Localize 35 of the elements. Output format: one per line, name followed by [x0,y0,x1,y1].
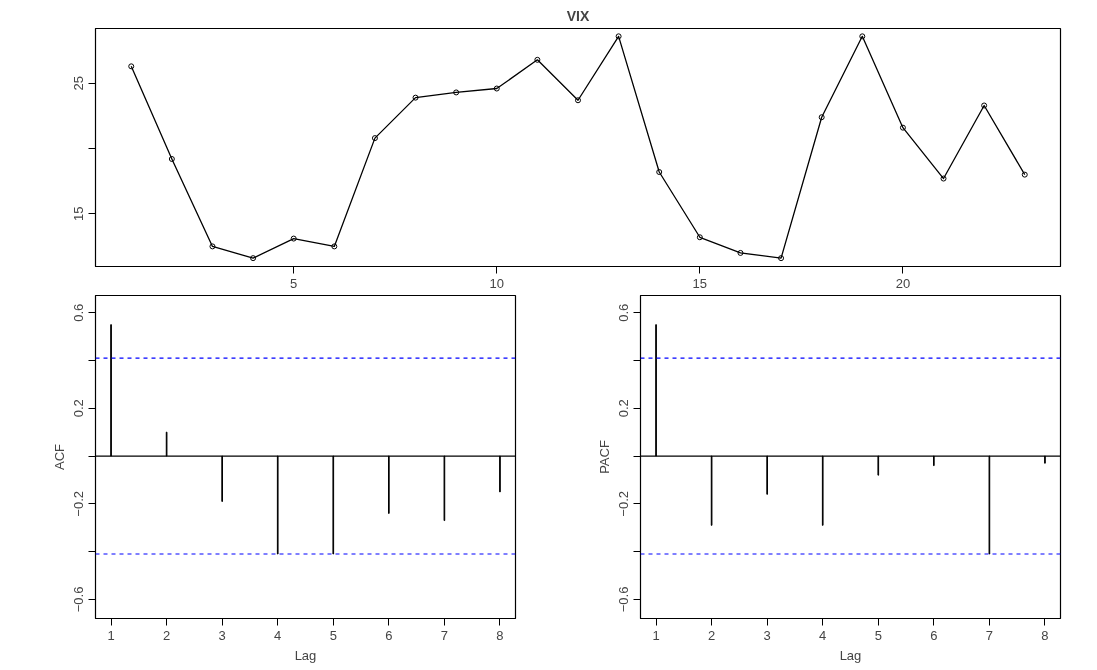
x-tick-label: 8 [496,627,504,643]
x-tick-label: 2 [163,627,171,643]
y-tick-label: 0.2 [71,399,87,418]
y-tick-label: 25 [71,76,87,91]
y-tick-label: −0.2 [616,490,632,517]
x-tick-label: 15 [692,275,708,291]
y-axis-title: ACF [51,443,67,470]
x-tick-label: 7 [985,627,994,643]
y-axis-title: PACF [596,440,612,474]
x-tick-label: 5 [329,627,337,643]
x-tick-label: 3 [763,627,771,643]
x-tick-label: 7 [440,627,449,643]
y-tick-label: 0.6 [616,303,632,322]
x-tick-label: 20 [895,275,911,291]
x-tick-label: 1 [107,627,115,643]
y-tick-label: 0.2 [616,399,632,418]
x-axis-title: Lag [294,647,317,663]
x-tick-label: 6 [930,627,938,643]
x-tick-label: 1 [652,627,660,643]
x-tick-label: 8 [1041,627,1049,643]
x-tick-label: 5 [290,275,298,291]
x-tick-label: 10 [489,275,505,291]
x-axis-title: Lag [839,647,862,663]
x-tick-label: 4 [274,627,282,643]
x-tick-label: 5 [874,627,882,643]
x-tick-label: 4 [819,627,827,643]
chart-title: VIX [566,7,590,24]
y-tick-label: −0.6 [71,586,87,613]
y-tick-label: −0.2 [71,490,87,517]
y-tick-label: −0.6 [616,586,632,613]
x-tick-label: 3 [218,627,226,643]
y-tick-label: 15 [71,206,87,222]
x-tick-label: 6 [385,627,393,643]
y-tick-label: 0.6 [71,303,87,322]
x-tick-label: 2 [708,627,716,643]
